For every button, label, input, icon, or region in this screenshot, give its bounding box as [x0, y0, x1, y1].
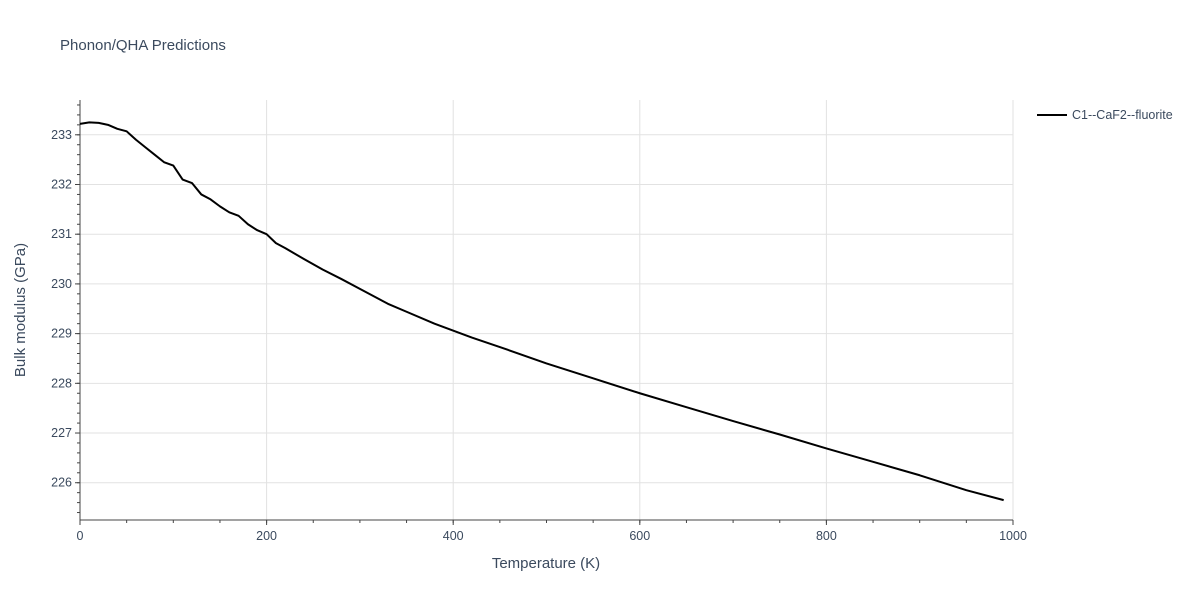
- chart-title: Phonon/QHA Predictions: [60, 37, 226, 54]
- x-tick-label: 400: [443, 529, 464, 543]
- y-tick-label: 228: [51, 376, 72, 390]
- y-tick-label: 227: [51, 426, 72, 440]
- y-tick-label: 231: [51, 227, 72, 241]
- x-tick-label: 0: [77, 529, 84, 543]
- axes: [75, 100, 1014, 525]
- x-tick-label: 200: [256, 529, 277, 543]
- x-tick-label: 800: [816, 529, 837, 543]
- y-tick-label: 230: [51, 277, 72, 291]
- plot-area: [79, 121, 1004, 502]
- y-tick-label: 229: [51, 327, 72, 341]
- x-tick-label: 1000: [999, 529, 1027, 543]
- grid-lines: [80, 100, 1014, 520]
- x-axis-title: Temperature (K): [492, 555, 600, 572]
- series-line-0: [79, 121, 1004, 502]
- y-tick-label: 226: [51, 476, 72, 490]
- x-tick-labels: 0 200 400 600 800 1000: [77, 529, 1027, 543]
- y-tick-label: 233: [51, 128, 72, 142]
- x-tick-label: 600: [629, 529, 650, 543]
- legend-label: C1--CaF2--fluorite: [1072, 108, 1173, 122]
- y-axis-title: Bulk modulus (GPa): [12, 243, 29, 377]
- y-tick-label: 232: [51, 177, 72, 191]
- legend[interactable]: C1--CaF2--fluorite: [1037, 108, 1173, 122]
- y-tick-labels: 226 227 228 229 230 231 232 233: [51, 128, 72, 490]
